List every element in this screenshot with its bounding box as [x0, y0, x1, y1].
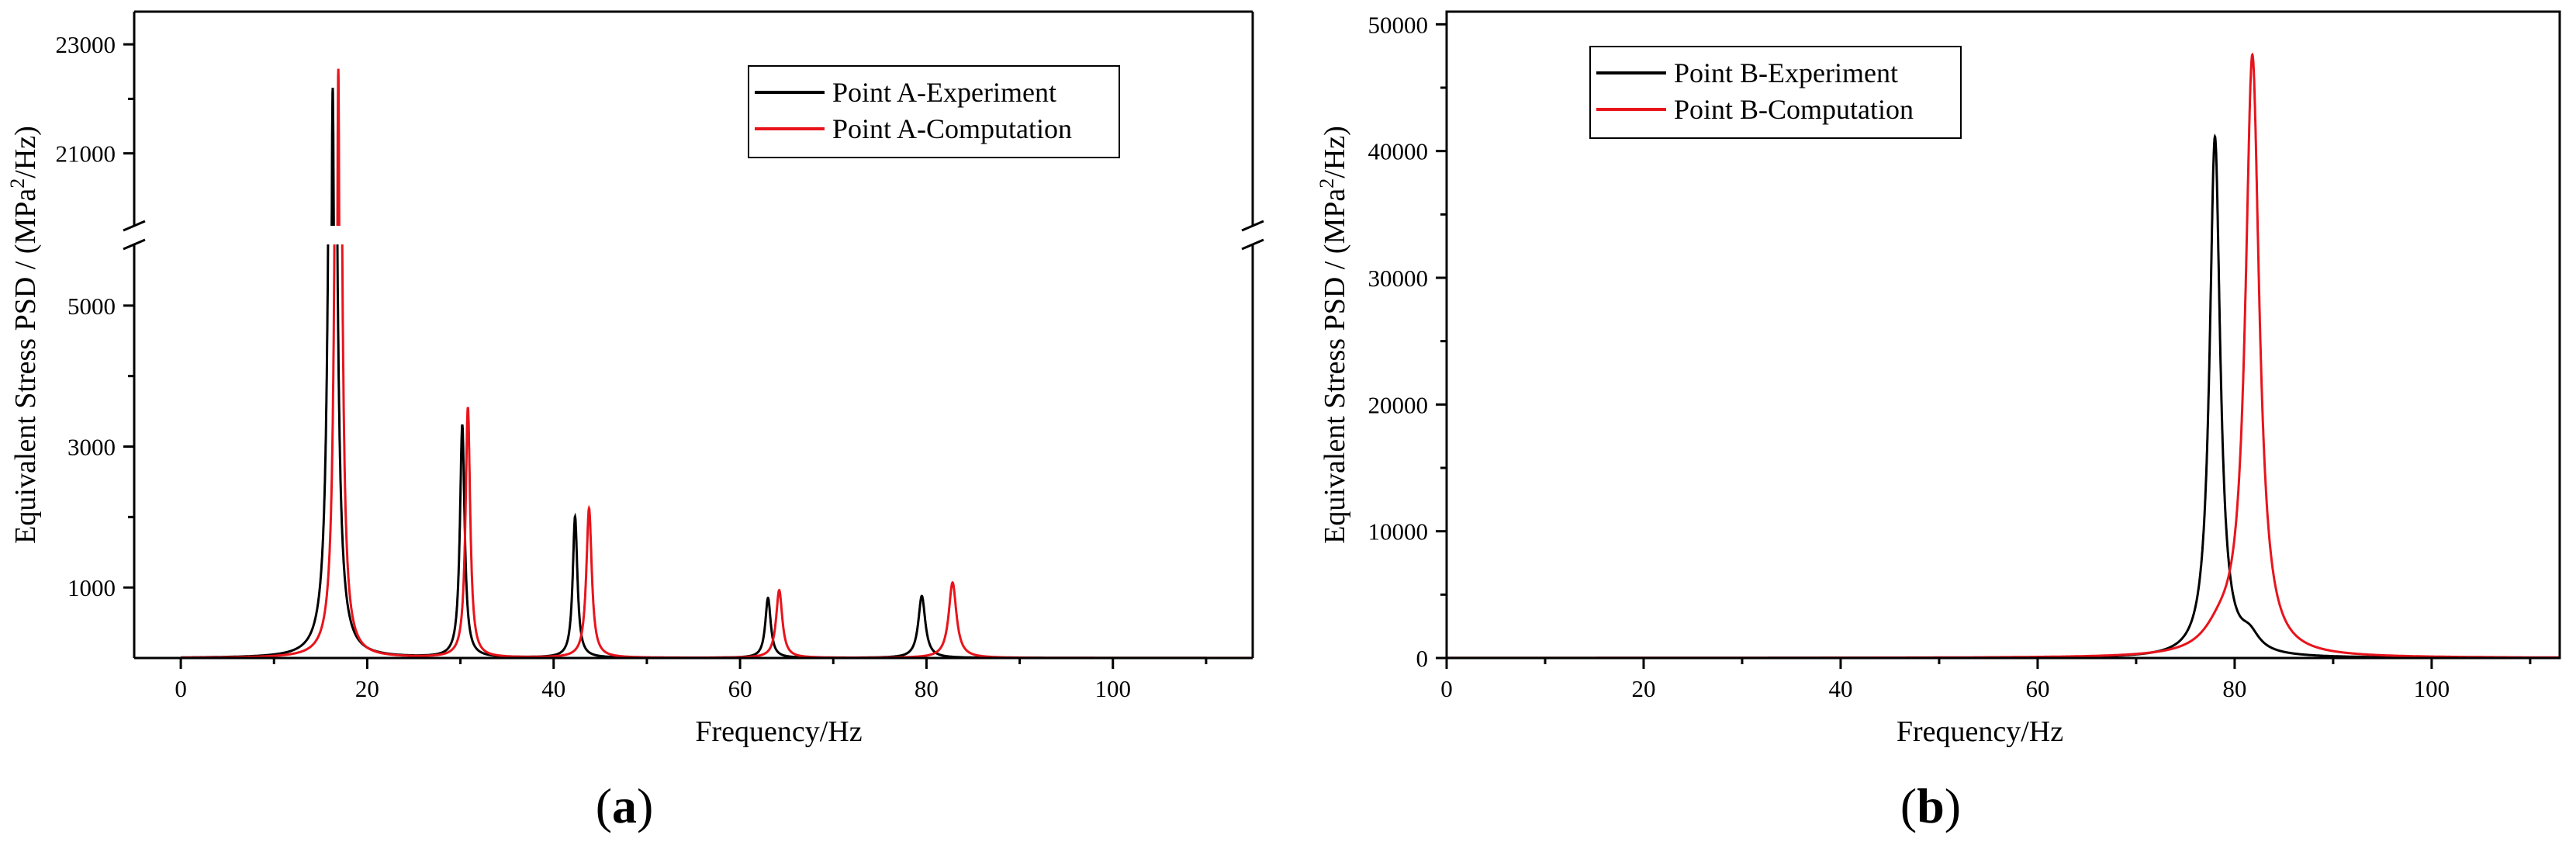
panel-letter-a: a — [612, 778, 637, 833]
y-tick-label: 21000 — [56, 140, 116, 168]
b-legend-label: Point B-Experiment — [1674, 57, 1898, 88]
x-axis-label: Frequency/Hz — [1897, 715, 2063, 748]
series-line-point-b-experiment — [1447, 133, 2560, 660]
y-tick-label: 23000 — [56, 31, 116, 58]
b-legend-box — [1589, 46, 1962, 139]
chart-a: 0 20 40 60 80 100 1000 3000 5000 21000 23000 Freque… — [6, 10, 1264, 748]
panel-letter-b: b — [1917, 778, 1945, 833]
x-tick-label: 80 — [2222, 675, 2246, 702]
a-legend-label: Point A-Experiment — [832, 77, 1056, 108]
x-tick-label: 60 — [2025, 675, 2049, 702]
x-tick-label: 40 — [541, 675, 565, 702]
ylabel-superscript: 2 — [1316, 178, 1338, 189]
axis-break-mark — [1241, 238, 1264, 251]
x-tick-label: 20 — [355, 675, 379, 702]
y-tick-label: 10000 — [1368, 518, 1429, 545]
chart-b: 0 20 40 60 80 100 0 10000 20000 30000 40000 50000 Fr… — [1316, 10, 2561, 748]
x-tick-label: 20 — [1631, 675, 1655, 702]
x-tick-label: 60 — [728, 675, 752, 702]
x-tick-label: 80 — [915, 675, 939, 702]
axis-break-mark — [1241, 220, 1264, 232]
axis-break-mark — [123, 238, 146, 251]
axis-break-gap — [128, 226, 1259, 244]
ylabel-superscript: 2 — [6, 178, 29, 189]
x-tick-label: 0 — [175, 675, 187, 702]
y-tick-label: 1000 — [67, 574, 116, 601]
x-axis-label: Frequency/Hz — [695, 715, 862, 748]
y-tick-label: 50000 — [1368, 11, 1429, 38]
y-axis-label: Equivalent Stress PSD / (MPa2/Hz) — [1316, 126, 1352, 544]
series-line-point-b-computation — [1447, 52, 2560, 660]
y-tick-label: 0 — [1416, 645, 1429, 672]
y-tick-label: 30000 — [1368, 265, 1429, 292]
y-tick-label: 20000 — [1368, 391, 1429, 418]
x-tick-label: 100 — [1095, 675, 1132, 702]
b-legend-label: Point B-Computation — [1674, 94, 1914, 125]
plot-frame — [1445, 10, 2561, 660]
a-legend-box — [748, 65, 1120, 158]
x-tick-label: 40 — [1828, 675, 1852, 702]
panel-label-b: (b) — [1900, 778, 1961, 833]
axis-break-mark — [123, 220, 146, 232]
y-axis-label: Equivalent Stress PSD / (MPa2/Hz) — [6, 126, 43, 544]
y-tick-label: 40000 — [1368, 138, 1429, 165]
a-legend-label: Point A-Computation — [832, 113, 1072, 144]
x-tick-label: 100 — [2414, 675, 2450, 702]
series-line-point-a-experiment — [181, 88, 1253, 660]
y-tick-label: 3000 — [67, 434, 116, 461]
y-tick-label: 5000 — [67, 293, 116, 320]
panel-label-a: (a) — [596, 778, 654, 833]
x-tick-label: 0 — [1440, 675, 1453, 702]
